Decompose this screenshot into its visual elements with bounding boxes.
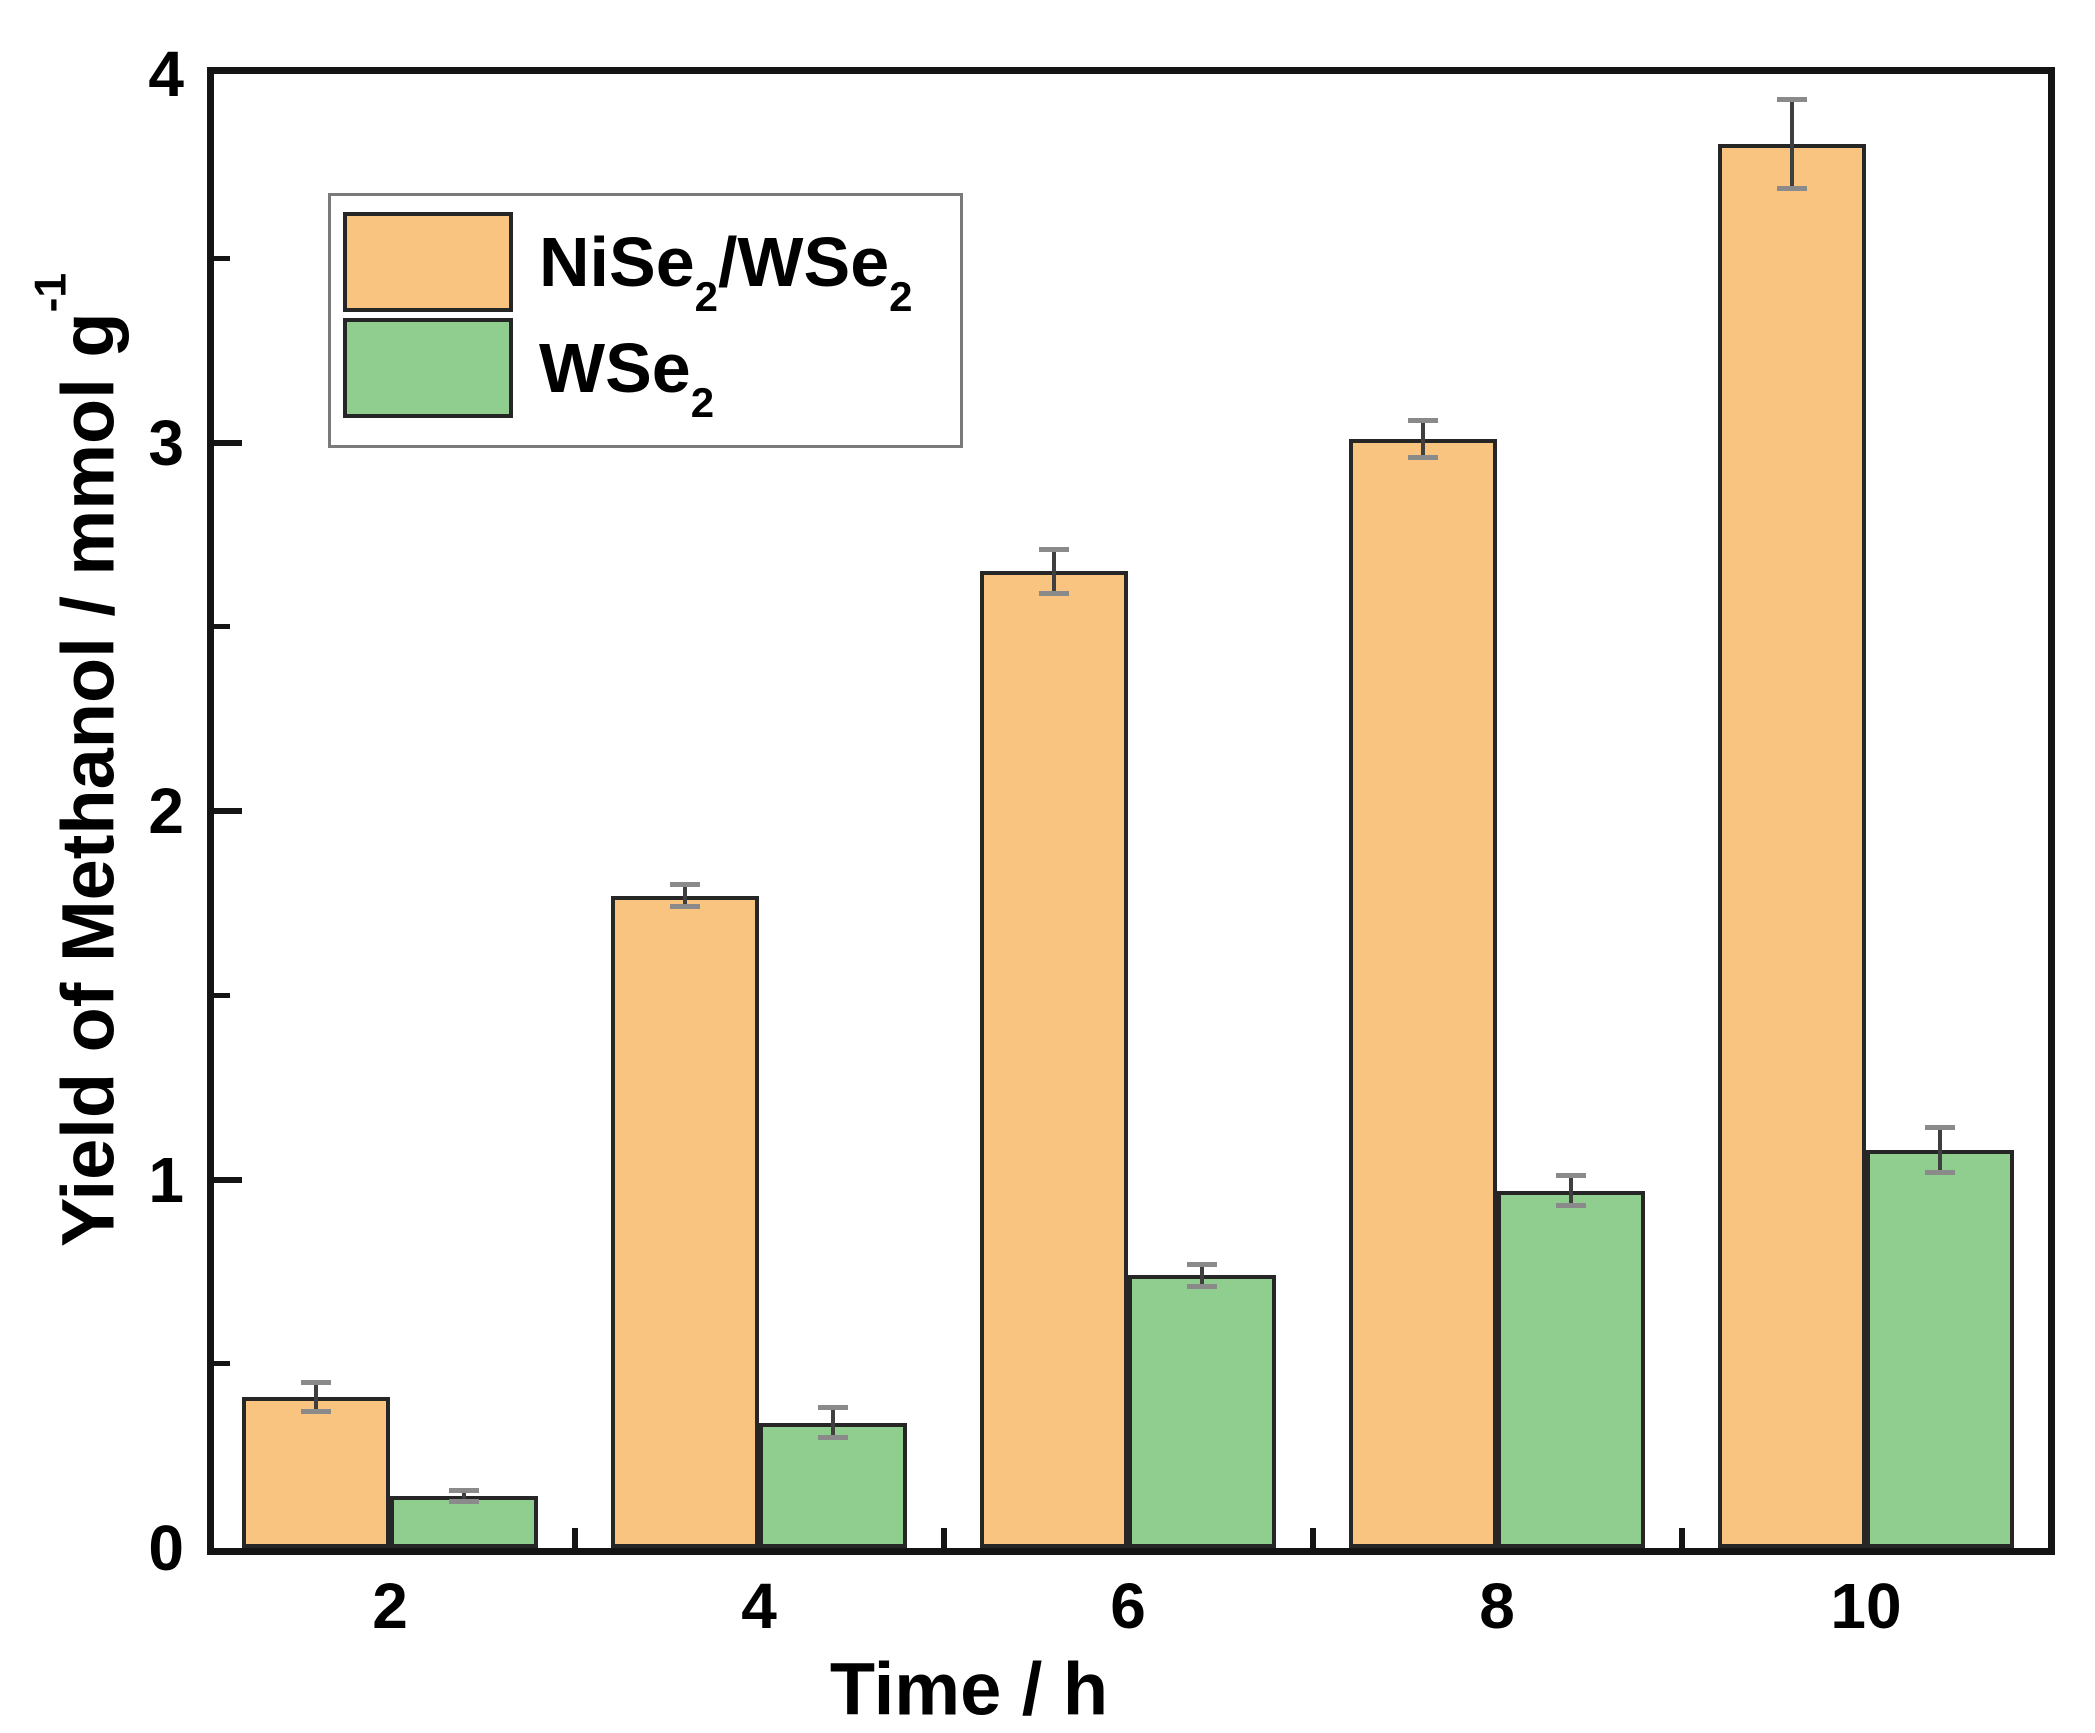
y-major-tick-3 — [214, 439, 242, 446]
error-bar-cap-wse2-8h — [1556, 1202, 1586, 1208]
x-tick-label-4: 4 — [741, 1570, 777, 1642]
error-bar-cap-nise2-wse2-6h — [1039, 546, 1069, 552]
error-bar-cap-nise2-wse2-4h — [670, 882, 700, 888]
error-bar-nise2-wse2-4h — [683, 884, 687, 907]
bar-wse2-8h — [1497, 1191, 1645, 1548]
error-bar-cap-wse2-4h — [818, 1434, 848, 1440]
error-bar-nise2-wse2-8h — [1421, 420, 1425, 458]
bar-nise2-wse2-10h — [1718, 144, 1866, 1548]
y-minor-tick-3.5 — [214, 255, 230, 261]
x-minor-tick-1 — [940, 1528, 947, 1548]
bar-nise2-wse2-2h — [242, 1397, 390, 1548]
error-bar-cap-nise2-wse2-4h — [670, 904, 700, 910]
legend-swatch-wse2 — [343, 318, 513, 418]
error-bar-wse2-2h — [462, 1490, 466, 1502]
error-bar-cap-nise2-wse2-10h — [1777, 97, 1807, 103]
y-major-tick-2 — [214, 808, 242, 814]
error-bar-wse2-6h — [1200, 1264, 1204, 1287]
y-tick-label-2: 2 — [148, 775, 184, 847]
legend-label: NiSe2/WSe2 — [539, 223, 913, 321]
legend-label: WSe2 — [539, 329, 715, 427]
legend-item-wse2: WSe2 — [343, 318, 715, 427]
error-bar-cap-wse2-10h — [1925, 1125, 1955, 1131]
x-minor-tick-3 — [1678, 1528, 1685, 1548]
legend-swatch-nise2-wse2 — [343, 212, 513, 312]
x-tick-label-10: 10 — [1830, 1570, 1902, 1642]
error-bar-cap-wse2-8h — [1556, 1173, 1586, 1179]
error-bar-cap-nise2-wse2-10h — [1777, 185, 1807, 191]
legend-item-nise2-wse2: NiSe2/WSe2 — [343, 212, 913, 321]
error-bar-cap-wse2-6h — [1187, 1283, 1217, 1289]
y-tick-label-0: 0 — [148, 1512, 184, 1584]
error-bar-cap-wse2-2h — [449, 1499, 479, 1505]
x-tick-label-6: 6 — [1110, 1570, 1146, 1642]
y-major-tick-1 — [214, 1176, 242, 1183]
y-tick-label-3: 3 — [148, 406, 184, 479]
bar-nise2-wse2-4h — [611, 896, 759, 1548]
x-tick-label-8: 8 — [1479, 1570, 1515, 1642]
error-bar-wse2-10h — [1938, 1127, 1942, 1173]
x-tick-label-2: 2 — [372, 1570, 408, 1642]
bar-wse2-6h — [1128, 1275, 1276, 1548]
error-bar-nise2-wse2-10h — [1790, 99, 1794, 189]
error-bar-cap-nise2-wse2-2h — [301, 1409, 331, 1415]
plot-area — [214, 74, 2048, 1548]
y-minor-tick-1.5 — [214, 992, 230, 998]
error-bar-cap-nise2-wse2-8h — [1408, 417, 1438, 423]
y-tick-label-4: 4 — [148, 38, 184, 110]
error-bar-cap-wse2-2h — [449, 1488, 479, 1494]
error-bar-cap-wse2-4h — [818, 1405, 848, 1411]
error-bar-cap-nise2-wse2-2h — [301, 1379, 331, 1385]
error-bar-cap-wse2-10h — [1925, 1169, 1955, 1175]
y-tick-label-1: 1 — [148, 1143, 184, 1216]
bar-nise2-wse2-6h — [980, 571, 1128, 1548]
legend: NiSe2/WSe2 WSe2 — [328, 193, 963, 448]
error-bar-nise2-wse2-2h — [314, 1382, 318, 1412]
error-bar-wse2-8h — [1569, 1175, 1573, 1206]
error-bar-wse2-4h — [831, 1407, 835, 1438]
bar-wse2-4h — [759, 1423, 907, 1548]
x-minor-tick-2 — [1309, 1528, 1316, 1548]
bar-wse2-2h — [390, 1496, 538, 1548]
x-minor-tick-0 — [571, 1528, 578, 1548]
error-bar-cap-wse2-6h — [1187, 1261, 1217, 1267]
bar-nise2-wse2-8h — [1349, 439, 1497, 1548]
error-bar-cap-nise2-wse2-6h — [1039, 591, 1069, 597]
error-bar-cap-nise2-wse2-8h — [1408, 454, 1438, 460]
y-minor-tick-2.5 — [214, 624, 230, 630]
y-minor-tick-0.5 — [214, 1361, 230, 1367]
bar-wse2-10h — [1866, 1150, 2014, 1548]
error-bar-nise2-wse2-6h — [1052, 549, 1056, 594]
x-axis-title: Time / h — [829, 1647, 1109, 1731]
y-axis-title: Yield of Methanol / mmol g-1 — [26, 272, 130, 1248]
